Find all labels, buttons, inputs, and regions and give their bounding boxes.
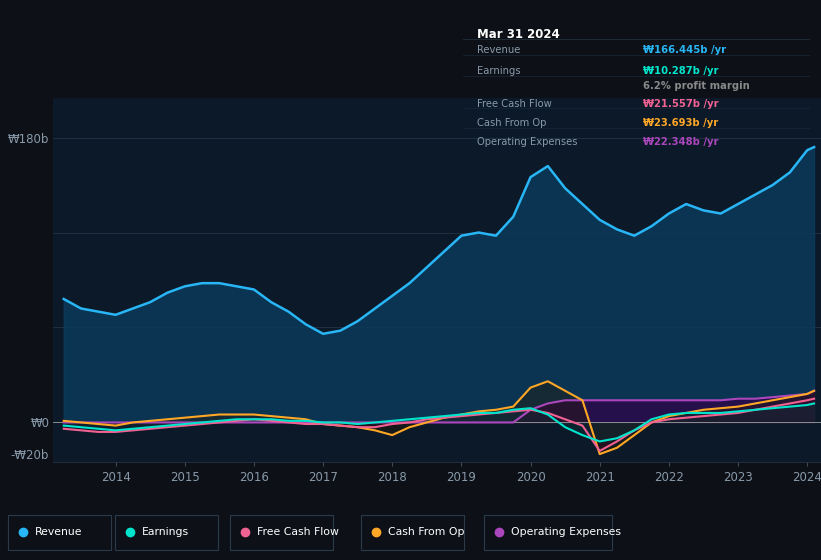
Text: Free Cash Flow: Free Cash Flow <box>477 99 552 109</box>
Text: Cash From Op: Cash From Op <box>477 118 546 128</box>
Text: 6.2% profit margin: 6.2% profit margin <box>644 81 750 91</box>
Text: Operating Expenses: Operating Expenses <box>511 527 621 537</box>
Text: ₩22.348b /yr: ₩22.348b /yr <box>644 137 719 147</box>
Text: ₩21.557b /yr: ₩21.557b /yr <box>644 99 719 109</box>
Text: ₩23.693b /yr: ₩23.693b /yr <box>644 118 718 128</box>
Text: Revenue: Revenue <box>477 45 521 55</box>
Text: Operating Expenses: Operating Expenses <box>477 137 577 147</box>
Text: Free Cash Flow: Free Cash Flow <box>257 527 339 537</box>
Text: Earnings: Earnings <box>142 527 189 537</box>
Text: Earnings: Earnings <box>477 66 521 76</box>
Text: Revenue: Revenue <box>35 527 83 537</box>
Text: ₩166.445b /yr: ₩166.445b /yr <box>644 45 727 55</box>
Text: Mar 31 2024: Mar 31 2024 <box>477 27 560 40</box>
Text: Cash From Op: Cash From Op <box>388 527 465 537</box>
Text: ₩10.287b /yr: ₩10.287b /yr <box>644 66 719 76</box>
